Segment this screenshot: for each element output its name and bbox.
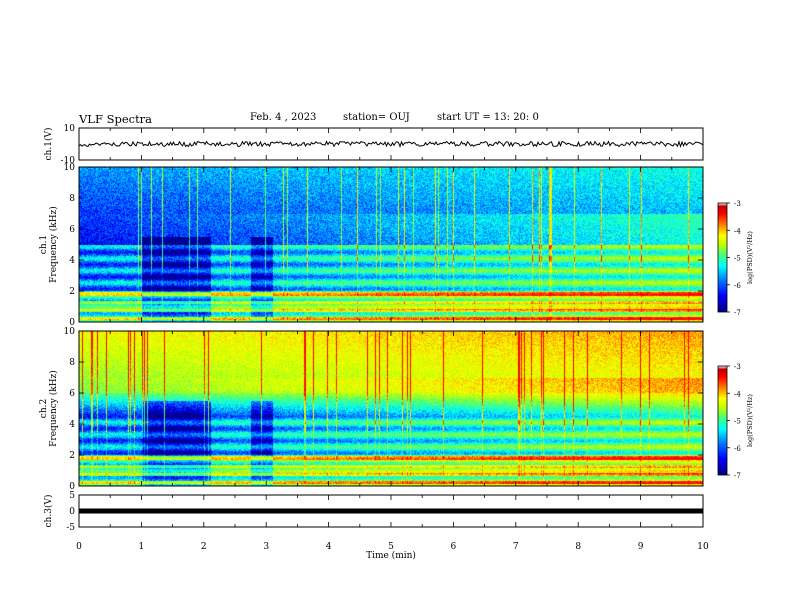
x-tick-label: 10	[697, 542, 709, 552]
colorbar-tick-label: -3	[734, 363, 741, 371]
x-tick-label: 8	[575, 542, 581, 552]
x-tick-label: 4	[326, 542, 332, 552]
ch2-spectrogram-image	[79, 331, 703, 486]
y-tick-label: 5	[69, 491, 75, 501]
ch3-trace	[79, 508, 703, 514]
x-tick-label: 2	[201, 542, 207, 552]
chart-title: VLF Spectra	[79, 112, 153, 126]
x-axis-label: Time (min)	[366, 550, 416, 561]
colorbar-1	[717, 202, 728, 313]
y-tick-label: 10	[64, 163, 76, 173]
y-axis-label: ch.1(V)	[43, 128, 54, 161]
x-tick-label: 9	[638, 542, 644, 552]
y-tick-label: -5	[66, 523, 75, 533]
y-tick-label: 0	[69, 507, 75, 517]
y-tick-label: 6	[69, 389, 75, 399]
colorbar-tick-label: -4	[734, 227, 741, 235]
x-tick-label: 5	[388, 542, 394, 552]
y-axis-label: Frequency (kHz)	[48, 370, 59, 447]
y-tick-label: 8	[69, 358, 75, 368]
x-tick-label: 3	[263, 542, 269, 552]
y-tick-label: 0	[69, 318, 75, 328]
y-axis-label: ch.1	[39, 235, 49, 254]
colorbar-label: log(PSD)(V²/Hz)	[746, 231, 754, 284]
y-tick-label: 6	[69, 225, 75, 235]
station-label: station= OUJ	[343, 112, 410, 123]
colorbar-label: log(PSD)(V²/Hz)	[746, 394, 754, 447]
colorbar-tick-label: -6	[734, 282, 741, 290]
x-tick-label: 0	[76, 542, 82, 552]
ch1-spectrogram-image	[79, 167, 703, 322]
colorbar-tick-label: -4	[734, 390, 741, 398]
y-axis-label: ch.3(V)	[43, 495, 54, 528]
y-tick-label: 2	[69, 451, 75, 461]
y-tick-label: 10	[64, 124, 76, 134]
y-tick-label: 4	[69, 256, 75, 266]
y-tick-label: -10	[61, 156, 76, 166]
x-tick-label: 7	[513, 542, 519, 552]
x-tick-label: 1	[139, 542, 145, 552]
colorbar-2	[717, 365, 728, 476]
y-axis-label: ch.2	[39, 399, 49, 418]
y-tick-label: 2	[69, 287, 75, 297]
y-tick-label: 8	[69, 194, 75, 204]
colorbar-tick-label: -5	[734, 255, 741, 263]
ch1-waveform-trace	[78, 140, 704, 148]
colorbar-tick-label: -6	[734, 445, 741, 453]
date-label: Feb. 4 , 2023	[250, 112, 317, 123]
colorbar-tick-label: -7	[734, 472, 741, 480]
colorbar-tick-label: -5	[734, 418, 741, 426]
y-axis-label: Frequency (kHz)	[48, 206, 59, 283]
start-time-label: start UT = 13: 20: 0	[437, 112, 539, 123]
colorbar-tick-label: -7	[734, 309, 741, 317]
y-tick-label: 10	[64, 327, 76, 337]
x-tick-label: 6	[451, 542, 457, 552]
y-tick-label: 0	[69, 482, 75, 492]
y-tick-label: 4	[69, 420, 75, 430]
chart-header: VLF Spectra Feb. 4 , 2023 station= OUJ s…	[0, 112, 792, 128]
colorbar-tick-label: -3	[734, 200, 741, 208]
